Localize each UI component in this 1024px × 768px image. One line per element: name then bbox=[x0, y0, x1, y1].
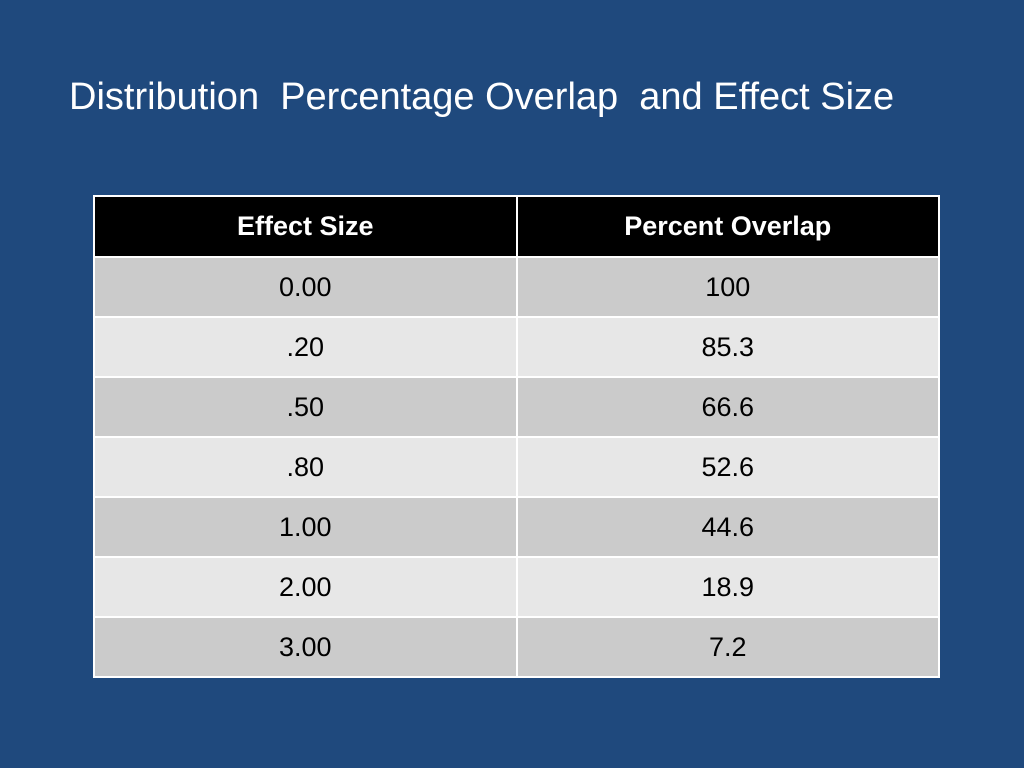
table-row: 0.00 100 bbox=[93, 256, 940, 318]
table-row: 3.00 7.2 bbox=[93, 616, 940, 678]
effect-size-cell: 1.00 bbox=[93, 496, 518, 558]
percent-overlap-cell: 85.3 bbox=[515, 316, 940, 378]
table-row: 1.00 44.6 bbox=[93, 496, 940, 558]
slide-title: Distribution Percentage Overlap and Effe… bbox=[69, 76, 895, 118]
percent-overlap-cell: 100 bbox=[515, 256, 940, 318]
effect-size-cell: .20 bbox=[93, 316, 518, 378]
percent-overlap-cell: 7.2 bbox=[515, 616, 940, 678]
percent-overlap-cell: 18.9 bbox=[515, 556, 940, 618]
percent-overlap-cell: 52.6 bbox=[515, 436, 940, 498]
percent-overlap-cell: 66.6 bbox=[515, 376, 940, 438]
table-row: 2.00 18.9 bbox=[93, 556, 940, 618]
effect-size-cell: 0.00 bbox=[93, 256, 518, 318]
table-header-row: Effect Size Percent Overlap bbox=[93, 195, 940, 258]
effect-size-cell: .80 bbox=[93, 436, 518, 498]
effect-size-cell: 2.00 bbox=[93, 556, 518, 618]
percent-overlap-cell: 44.6 bbox=[515, 496, 940, 558]
effect-size-table: Effect Size Percent Overlap 0.00 100 .20… bbox=[93, 195, 940, 678]
table-row: .20 85.3 bbox=[93, 316, 940, 378]
effect-size-cell: 3.00 bbox=[93, 616, 518, 678]
table-row: .50 66.6 bbox=[93, 376, 940, 438]
header-percent-overlap: Percent Overlap bbox=[515, 195, 940, 258]
header-effect-size: Effect Size bbox=[93, 195, 518, 258]
table-row: .80 52.6 bbox=[93, 436, 940, 498]
effect-size-cell: .50 bbox=[93, 376, 518, 438]
